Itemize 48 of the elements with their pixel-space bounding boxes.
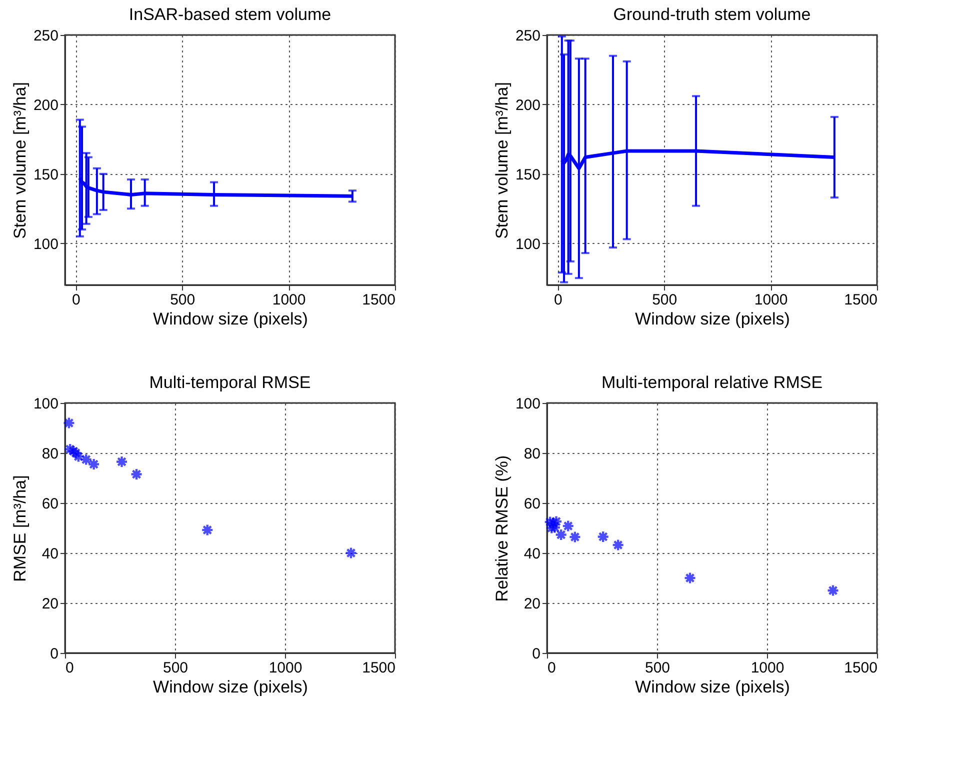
y-tick-label: 150: [33, 166, 58, 184]
chart-title: Ground-truth stem volume: [613, 5, 811, 24]
y-tick-label: 20: [42, 596, 58, 612]
x-tick-label: 0: [554, 292, 562, 308]
x-tick-label: 1500: [362, 660, 396, 676]
y-tick-label: 100: [515, 396, 540, 412]
x-tick-label: 500: [170, 292, 196, 308]
x-axis-title: Window size (pixels): [153, 310, 308, 328]
x-tick-label: 1500: [844, 660, 878, 676]
y-tick-label: 100: [33, 236, 58, 253]
y-tick-label: 250: [33, 28, 58, 44]
x-tick-label: 500: [162, 660, 188, 676]
chart-title: Multi-temporal RMSE: [149, 373, 311, 392]
x-tick-label: 1000: [750, 660, 784, 676]
x-axis-title: Window size (pixels): [635, 310, 790, 328]
x-axis-title: Window size (pixels): [153, 678, 308, 696]
y-tick-label: 100: [33, 396, 58, 412]
y-tick-label: 40: [42, 546, 58, 562]
y-tick-label: 80: [524, 446, 540, 462]
x-tick-label: 500: [644, 660, 670, 676]
y-tick-label: 60: [524, 496, 540, 512]
y-axis-title: Relative RMSE (%): [492, 455, 512, 602]
y-tick-label: 60: [42, 496, 58, 512]
chart-title: InSAR-based stem volume: [128, 5, 332, 24]
y-tick-label: 20: [524, 596, 540, 612]
x-tick-label: 1500: [362, 292, 396, 308]
x-tick-label: 0: [66, 660, 74, 676]
y-axis-title: Stem volume [m³/ha]: [10, 82, 30, 239]
y-tick-label: 200: [515, 96, 540, 114]
x-tick-label: 1000: [272, 292, 306, 308]
x-tick-label: 0: [548, 660, 556, 676]
x-tick-label: 500: [652, 292, 678, 308]
y-axis-title: RMSE [m³/ha]: [10, 475, 30, 582]
y-tick-label: 100: [515, 236, 540, 253]
chart-title: Multi-temporal relative RMSE: [601, 373, 823, 392]
x-tick-label: 0: [72, 292, 80, 308]
y-axis-title: Stem volume [m³/ha]: [492, 82, 512, 239]
y-tick-label: 80: [42, 446, 58, 462]
x-axis-title: Window size (pixels): [635, 678, 790, 696]
y-tick-label: 0: [532, 646, 540, 662]
y-tick-label: 0: [50, 646, 58, 662]
x-tick-label: 1500: [844, 292, 878, 308]
y-tick-label: 40: [524, 546, 540, 562]
y-tick-label: 150: [515, 166, 540, 184]
y-tick-label: 250: [515, 28, 540, 44]
y-tick-label: 200: [33, 96, 58, 114]
x-tick-label: 1000: [268, 660, 302, 676]
x-tick-label: 1000: [754, 292, 788, 308]
